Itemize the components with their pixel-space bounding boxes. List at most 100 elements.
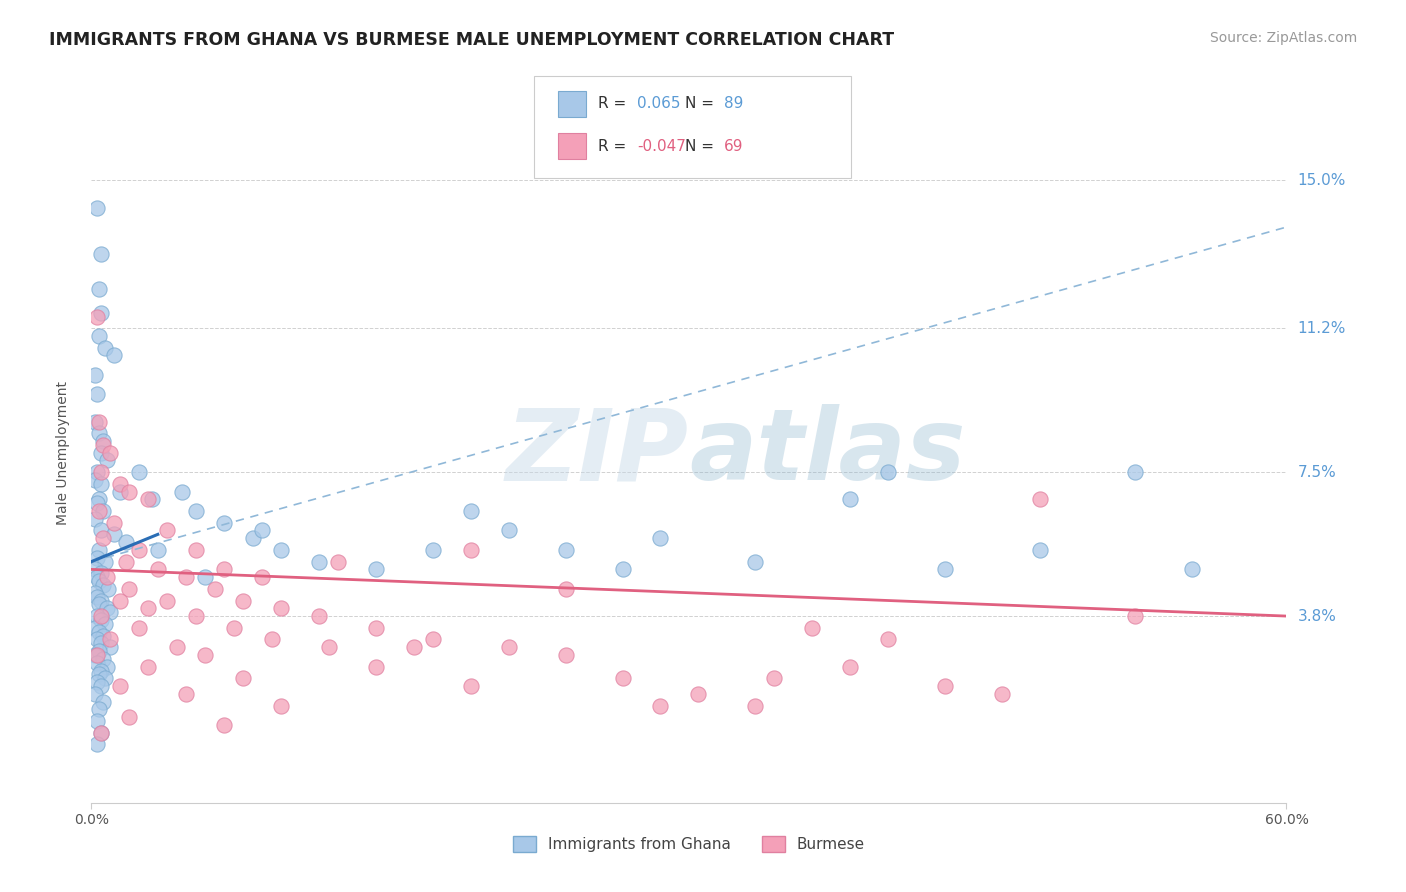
Point [877,465,900,479]
Point [87,426,110,441]
Point [90,726,112,740]
Point [156,593,179,607]
Point [422,632,444,647]
Point [460,504,482,518]
Point [270,601,292,615]
Point [128,543,150,558]
Point [1123,609,1146,624]
Point [612,671,634,685]
Point [90,305,112,319]
Point [108,679,131,693]
Point [96,601,118,615]
Point [136,492,159,507]
Point [90,726,112,740]
Point [84,648,107,662]
Point [90,247,112,261]
Point [86,201,108,215]
Point [184,543,207,558]
Point [103,527,125,541]
Point [114,535,136,549]
Point [86,570,108,584]
Point [90,613,112,627]
Y-axis label: Male Unemployment: Male Unemployment [56,381,70,524]
Legend: Immigrants from Ghana, Burmese: Immigrants from Ghana, Burmese [508,830,870,858]
Point [194,570,217,584]
Point [90,566,112,581]
Point [98,632,121,647]
Text: 7.5%: 7.5% [1298,465,1336,480]
Point [86,656,108,670]
Text: R =: R = [598,96,631,112]
Point [90,679,112,693]
Text: 89: 89 [724,96,744,112]
Point [174,687,197,701]
Point [90,609,112,624]
Point [118,582,141,596]
Point [232,593,254,607]
Text: 11.2%: 11.2% [1298,321,1346,335]
Text: 15.0%: 15.0% [1298,173,1346,188]
Point [86,675,108,690]
Point [118,484,141,499]
Point [934,679,956,693]
Point [174,570,197,584]
Point [650,531,672,545]
Point [136,601,159,615]
Point [84,512,107,526]
Point [87,282,110,296]
Point [84,473,107,487]
Point [86,738,108,752]
Point [108,476,131,491]
Point [91,628,114,642]
Point [554,582,576,596]
Point [744,698,766,713]
Point [801,621,824,635]
Point [87,667,110,681]
Point [212,562,235,576]
Point [222,621,245,635]
Point [86,714,108,728]
Text: 0.065: 0.065 [637,96,681,112]
Point [498,640,520,655]
Point [250,524,273,538]
Point [90,446,112,460]
Point [763,671,786,685]
Point [141,492,163,507]
Point [87,598,110,612]
Point [156,524,179,538]
Point [1181,562,1204,576]
Point [98,605,121,619]
Point [87,415,110,429]
Point [86,550,108,565]
Text: R =: R = [598,138,631,153]
Point [91,695,114,709]
Point [91,578,114,592]
Point [308,555,330,569]
Point [270,543,292,558]
Point [308,609,330,624]
Point [128,465,150,479]
Point [87,644,110,658]
Text: 69: 69 [724,138,744,153]
Point [318,640,340,655]
Point [93,671,115,685]
Point [108,593,131,607]
Point [87,543,110,558]
Point [460,543,482,558]
Point [86,496,108,510]
Text: N =: N = [685,138,718,153]
Point [84,415,107,429]
Point [326,555,349,569]
Point [103,516,125,530]
Point [934,562,956,576]
Text: N =: N = [685,96,718,112]
Point [86,387,108,401]
Point [146,543,169,558]
Point [839,492,862,507]
Point [212,516,235,530]
Point [86,590,108,604]
Point [232,671,254,685]
Point [93,555,115,569]
Point [554,543,576,558]
Point [877,632,900,647]
